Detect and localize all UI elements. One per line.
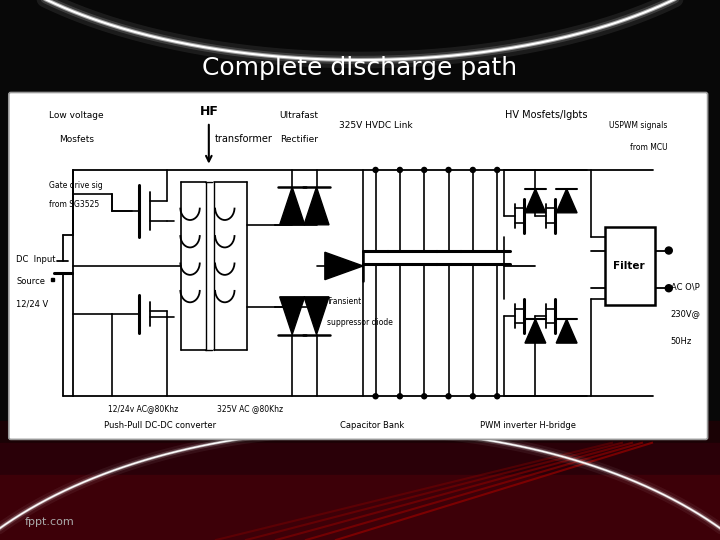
- FancyBboxPatch shape: [9, 92, 708, 440]
- Polygon shape: [279, 187, 305, 225]
- Circle shape: [446, 167, 451, 172]
- Circle shape: [397, 394, 402, 399]
- Circle shape: [665, 247, 672, 254]
- Text: Low voltage: Low voltage: [50, 111, 104, 119]
- Circle shape: [495, 394, 500, 399]
- Text: Filter: Filter: [613, 261, 645, 271]
- Text: HV Mosfets/Igbts: HV Mosfets/Igbts: [505, 110, 587, 120]
- Text: from MCU: from MCU: [630, 143, 667, 152]
- Text: 230V@: 230V@: [671, 309, 701, 319]
- Text: Ultrafast: Ultrafast: [279, 111, 319, 119]
- Polygon shape: [0, 421, 720, 540]
- Polygon shape: [304, 187, 329, 225]
- Circle shape: [495, 167, 500, 172]
- Text: 50Hz: 50Hz: [671, 337, 692, 346]
- Text: HF: HF: [199, 105, 218, 118]
- Text: Source: Source: [17, 277, 45, 286]
- Text: DC  Input: DC Input: [17, 254, 56, 264]
- Polygon shape: [557, 319, 577, 343]
- Text: 12/24v AC@80Khz: 12/24v AC@80Khz: [108, 404, 178, 413]
- Text: 12/24 V: 12/24 V: [17, 299, 49, 308]
- Text: 325V AC @80Khz: 325V AC @80Khz: [217, 404, 284, 413]
- Circle shape: [446, 394, 451, 399]
- Text: from SG3525: from SG3525: [49, 200, 99, 209]
- Text: Rectifier: Rectifier: [280, 134, 318, 144]
- Text: Transient: Transient: [327, 298, 362, 307]
- Circle shape: [470, 394, 475, 399]
- Text: fppt.com: fppt.com: [25, 517, 75, 527]
- Text: Mosfets: Mosfets: [59, 134, 94, 144]
- Circle shape: [470, 167, 475, 172]
- Circle shape: [422, 394, 427, 399]
- Circle shape: [422, 167, 427, 172]
- Circle shape: [397, 167, 402, 172]
- Circle shape: [373, 167, 378, 172]
- Polygon shape: [279, 297, 305, 334]
- Polygon shape: [557, 189, 577, 213]
- Bar: [51, 278, 54, 281]
- Polygon shape: [325, 252, 363, 280]
- Bar: [605, 226, 655, 306]
- Text: Capacitor Bank: Capacitor Bank: [340, 421, 404, 430]
- Text: Complete discharge path: Complete discharge path: [202, 56, 518, 80]
- Polygon shape: [525, 189, 546, 213]
- Text: suppressor diode: suppressor diode: [327, 318, 393, 327]
- Text: USPWM signals: USPWM signals: [609, 121, 667, 130]
- Text: Push-Pull DC-DC converter: Push-Pull DC-DC converter: [104, 421, 216, 430]
- Polygon shape: [304, 297, 329, 334]
- Text: Gate drive sig: Gate drive sig: [49, 181, 103, 190]
- Circle shape: [373, 394, 378, 399]
- Circle shape: [665, 285, 672, 292]
- Text: transformer: transformer: [215, 134, 272, 144]
- Text: PWM inverter H-bridge: PWM inverter H-bridge: [480, 421, 577, 430]
- Text: AC O\P: AC O\P: [671, 282, 700, 291]
- Text: 325V HVDC Link: 325V HVDC Link: [338, 121, 413, 130]
- Polygon shape: [525, 319, 546, 343]
